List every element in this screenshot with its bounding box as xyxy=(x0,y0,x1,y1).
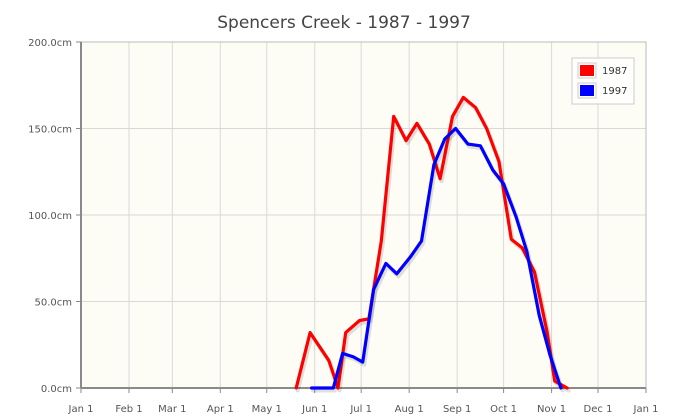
series-1997 xyxy=(310,126,565,393)
x-tick-label: Mar 1 xyxy=(158,404,186,415)
x-tick-label: Nov 1 xyxy=(537,404,566,415)
x-tick-label: Jun 1 xyxy=(301,404,327,415)
legend-swatch-border xyxy=(577,82,597,99)
y-tick-label: 200.0cm xyxy=(28,38,72,49)
legend-box xyxy=(571,57,635,105)
x-tick-label: Dec 1 xyxy=(584,404,613,415)
y-tick-label: 50.0cm xyxy=(34,298,72,309)
x-tick-label: May 1 xyxy=(252,404,282,415)
plot-area: 0.0cm 50.0cm 100.0cm 150.0cm 200.0cm Jan 1 Feb… xyxy=(28,38,658,415)
x-tick-label: Jan 1 xyxy=(633,404,659,415)
chart-title: Spencers Creek - 1987 - 1997 xyxy=(217,13,471,33)
legend: 1987 1997 xyxy=(571,57,635,105)
y-tick-label: 100.0cm xyxy=(28,211,72,222)
legend-swatch-1997 xyxy=(580,85,594,96)
legend-swatch-border xyxy=(577,62,597,79)
legend-label-1997: 1997 xyxy=(602,86,627,97)
x-tick-label: Apr 1 xyxy=(207,404,234,415)
x-tick-label: Sep 1 xyxy=(443,404,471,415)
x-tick-label: Aug 1 xyxy=(395,404,424,415)
x-tick-label: Oct 1 xyxy=(490,404,517,415)
legend-swatch-1987 xyxy=(580,65,594,76)
y-tick-label: 150.0cm xyxy=(28,125,72,136)
x-tick-label: Feb 1 xyxy=(115,404,142,415)
legend-label-1987: 1987 xyxy=(602,66,627,77)
x-tick-label: Jul 1 xyxy=(349,404,372,415)
x-tick-label: Jan 1 xyxy=(68,404,94,415)
y-tick-label: 0.0cm xyxy=(41,384,72,395)
series-line-1997 xyxy=(310,126,563,390)
